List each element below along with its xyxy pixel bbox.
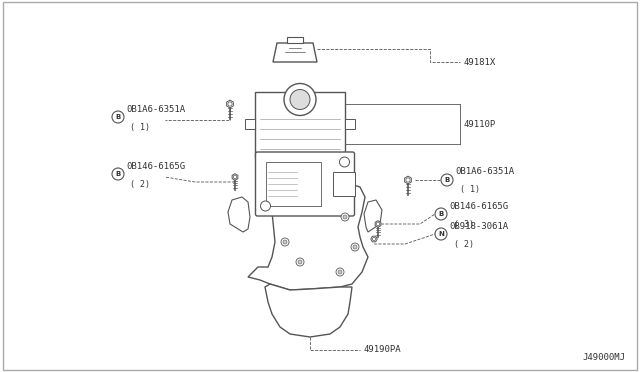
Text: ( 2): ( 2) <box>454 240 474 249</box>
Text: 49181X: 49181X <box>463 58 495 67</box>
Circle shape <box>336 268 344 276</box>
Circle shape <box>339 157 349 167</box>
Text: 49110P: 49110P <box>463 119 495 128</box>
Circle shape <box>228 102 232 106</box>
Circle shape <box>341 213 349 221</box>
Polygon shape <box>245 119 255 129</box>
Text: N: N <box>438 231 444 237</box>
Circle shape <box>351 243 359 251</box>
Text: B: B <box>115 171 120 177</box>
Circle shape <box>112 111 124 123</box>
FancyBboxPatch shape <box>255 92 345 157</box>
Polygon shape <box>375 221 381 227</box>
Circle shape <box>376 222 380 226</box>
Text: B: B <box>438 211 444 217</box>
Polygon shape <box>248 172 368 290</box>
FancyBboxPatch shape <box>333 172 355 196</box>
Circle shape <box>353 245 357 249</box>
FancyBboxPatch shape <box>255 152 355 216</box>
Polygon shape <box>364 200 382 232</box>
Circle shape <box>283 240 287 244</box>
Text: 49190PA: 49190PA <box>363 346 401 355</box>
Text: ( 3): ( 3) <box>454 220 474 229</box>
Circle shape <box>435 228 447 240</box>
Circle shape <box>406 178 410 182</box>
Polygon shape <box>232 174 238 180</box>
Text: ( 1): ( 1) <box>460 185 480 194</box>
FancyBboxPatch shape <box>266 162 321 206</box>
Text: 0B1A6-6351A: 0B1A6-6351A <box>126 105 185 114</box>
Text: 0B1A6-6351A: 0B1A6-6351A <box>455 167 514 176</box>
Circle shape <box>338 270 342 274</box>
Text: ( 1): ( 1) <box>130 123 150 132</box>
Circle shape <box>298 260 302 264</box>
Circle shape <box>112 168 124 180</box>
Circle shape <box>435 208 447 220</box>
FancyBboxPatch shape <box>287 37 303 43</box>
Polygon shape <box>265 284 352 337</box>
Text: 0B918-3061A: 0B918-3061A <box>449 222 508 231</box>
Polygon shape <box>404 176 412 184</box>
Circle shape <box>260 201 271 211</box>
Circle shape <box>233 175 237 179</box>
Circle shape <box>441 174 453 186</box>
Circle shape <box>372 237 376 241</box>
Polygon shape <box>227 100 234 108</box>
Circle shape <box>296 258 304 266</box>
Circle shape <box>284 83 316 115</box>
Text: 0B146-6165G: 0B146-6165G <box>126 162 185 171</box>
Text: B: B <box>444 177 450 183</box>
Text: ( 2): ( 2) <box>130 180 150 189</box>
Circle shape <box>343 215 347 219</box>
Text: J49000MJ: J49000MJ <box>582 353 625 362</box>
Circle shape <box>290 90 310 109</box>
Text: 0B146-6165G: 0B146-6165G <box>449 202 508 211</box>
Polygon shape <box>345 119 355 129</box>
Text: B: B <box>115 114 120 120</box>
Polygon shape <box>371 236 377 242</box>
Polygon shape <box>273 43 317 62</box>
Circle shape <box>281 238 289 246</box>
Polygon shape <box>228 197 250 232</box>
